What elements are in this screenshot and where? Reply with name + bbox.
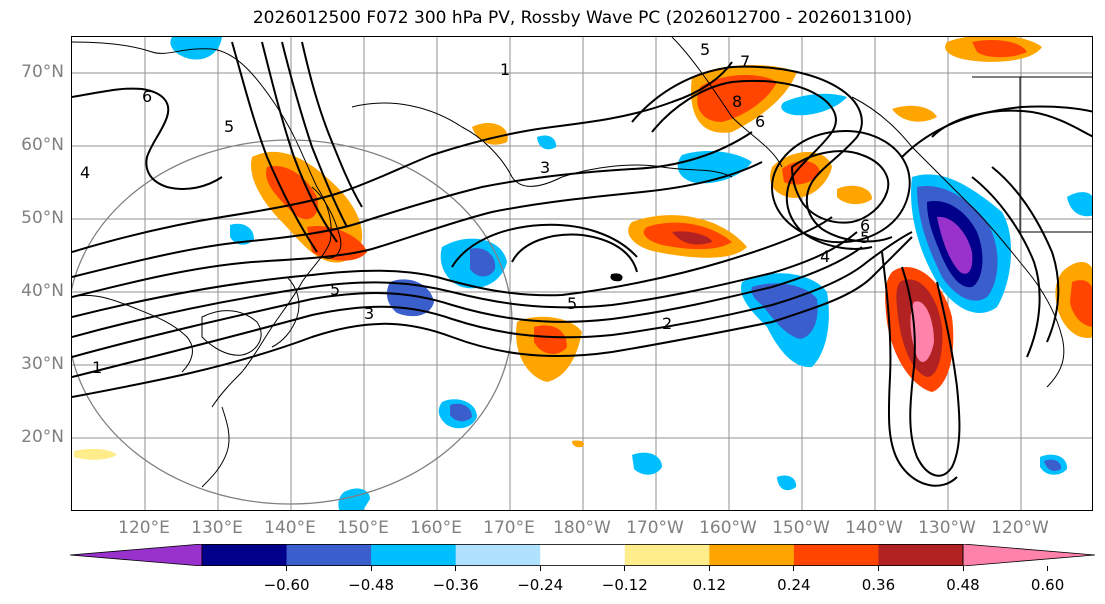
contour-label: 5	[860, 228, 870, 247]
contour-label: 3	[540, 158, 550, 177]
colorbar-extend-high	[962, 543, 1096, 567]
lon-label: 130°W	[918, 518, 976, 538]
colorbar-extend-low	[69, 543, 203, 567]
colorbar-tick-label: 0.48	[946, 576, 980, 594]
contour-label: 6	[142, 87, 152, 106]
coastlines	[72, 37, 1092, 488]
lat-label: 50°N	[21, 208, 64, 228]
contour-label: 4	[820, 247, 830, 266]
contour-label: 5	[224, 117, 234, 136]
lat-label: 40°N	[21, 281, 64, 301]
lon-label: 140°W	[845, 518, 903, 538]
lon-label: 160°W	[699, 518, 757, 538]
colorbar	[69, 543, 1096, 567]
colorbar-segment	[540, 544, 626, 566]
contour-label: 8	[732, 92, 742, 111]
colorbar-tick-label: −0.12	[601, 576, 648, 594]
contour-label: 1	[500, 60, 510, 79]
colorbar-frame	[201, 544, 964, 566]
lon-label: 180°W	[553, 518, 611, 538]
colorbar-tick	[708, 566, 710, 571]
colorbar-segment	[371, 544, 457, 566]
lon-label: 170°W	[626, 518, 684, 538]
lon-label: 120°W	[991, 518, 1049, 538]
colorbar-tick-label: 0.24	[777, 576, 811, 594]
lon-label: 150°W	[772, 518, 830, 538]
lat-label: 20°N	[21, 427, 64, 447]
contour-label: 5	[700, 40, 710, 59]
contour-label: 5	[330, 280, 340, 299]
lon-label: 160°E	[410, 518, 462, 538]
colorbar-tick	[1047, 566, 1049, 571]
colorbar-tick-label: −0.60	[263, 576, 310, 594]
colorbar-segment	[793, 544, 879, 566]
colorbar-segment	[455, 544, 541, 566]
colorbar-tick-label: 0.36	[861, 576, 896, 594]
colorbar-segment	[878, 544, 964, 566]
colorbar-tick	[624, 566, 626, 571]
map-canvas: 1 1 2 3 3 4 4 5 5 5 5 5 6 6 6 7 8	[72, 37, 1092, 510]
colorbar-tick-label: 0.60	[1030, 576, 1065, 594]
lat-label: 60°N	[21, 135, 64, 155]
colorbar-tick-label: −0.48	[348, 576, 395, 594]
colorbar-tick-label: 0.12	[692, 576, 727, 594]
map-title: 2026012500 F072 300 hPa PV, Rossby Wave …	[252, 8, 913, 28]
contour-label: 6	[755, 112, 765, 131]
colorbar-tick	[793, 566, 795, 571]
lon-label: 170°E	[483, 518, 535, 538]
contour-label-group: 1 1 2 3 3 4 4 5 5 5 5 5 6 6 6 7 8	[80, 40, 870, 377]
colorbar-tick	[455, 566, 457, 571]
lon-label: 120°E	[118, 518, 170, 538]
contour-label: 3	[364, 304, 374, 323]
contour-label: 1	[92, 358, 102, 377]
contour-label: 4	[80, 163, 90, 182]
colorbar-tick	[877, 566, 879, 571]
colorbar-svg	[69, 543, 1096, 567]
lat-label: 30°N	[21, 354, 64, 374]
colorbar-segment	[286, 544, 372, 566]
contour-label: 7	[740, 52, 750, 71]
colorbar-tick-label: −0.24	[517, 576, 564, 594]
colorbar-tick	[539, 566, 541, 571]
colorbar-tick	[286, 566, 288, 571]
radius-circle	[72, 139, 513, 505]
map-panel: 1 1 2 3 3 4 4 5 5 5 5 5 6 6 6 7 8	[71, 36, 1093, 511]
contour-label: 2	[662, 314, 672, 333]
colorbar-segment	[202, 544, 288, 566]
contour-label: 6	[860, 216, 870, 235]
colorbar-tick	[962, 566, 964, 571]
lat-label: 70°N	[21, 62, 64, 82]
pv-contours	[72, 41, 1092, 487]
lon-label: 140°E	[264, 518, 316, 538]
colorbar-segment	[709, 544, 795, 566]
colorbar-tick	[370, 566, 372, 571]
lon-label: 150°E	[337, 518, 389, 538]
contour-label: 5	[567, 294, 577, 313]
colorbar-segment	[624, 544, 710, 566]
pv-anomaly-shading	[74, 37, 1092, 510]
lon-label: 130°E	[191, 518, 243, 538]
colorbar-tick-label: −0.36	[432, 576, 479, 594]
